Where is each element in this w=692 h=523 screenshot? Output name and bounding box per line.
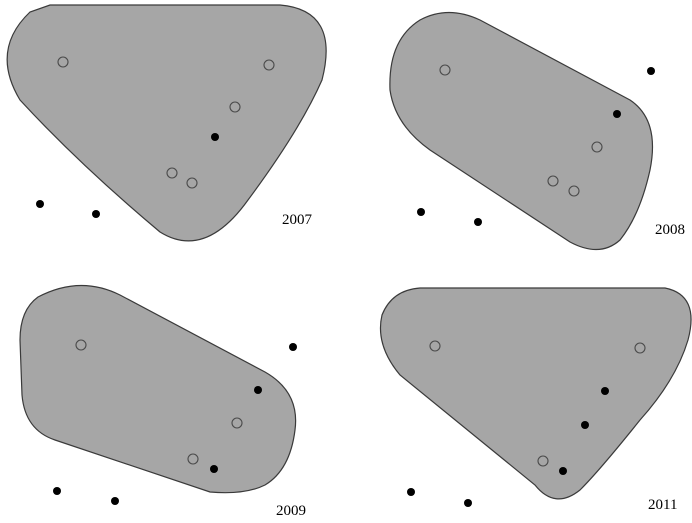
open-point (537, 455, 549, 467)
region-2011 (379, 287, 692, 500)
open-point (591, 141, 603, 153)
panel-2011: 2011 (379, 287, 692, 513)
filled-point (474, 218, 482, 226)
open-point (547, 175, 559, 187)
open-point (263, 59, 275, 71)
filled-point (613, 110, 621, 118)
open-point (439, 64, 451, 76)
filled-point (581, 421, 589, 429)
region-2008 (389, 11, 653, 251)
filled-point (601, 387, 609, 395)
filled-point (111, 497, 119, 505)
filled-point (210, 465, 218, 473)
filled-point (407, 488, 415, 496)
region-2009 (19, 284, 297, 494)
year-label-2009: 2009 (276, 503, 306, 519)
open-point (187, 453, 199, 465)
filled-point (211, 133, 219, 141)
open-point (429, 340, 441, 352)
open-point (568, 185, 580, 197)
region-2007 (6, 4, 327, 242)
open-point (75, 339, 87, 351)
open-point (166, 167, 178, 179)
open-point (231, 417, 243, 429)
filled-point (647, 67, 655, 75)
filled-point (92, 210, 100, 218)
filled-point (559, 467, 567, 475)
panel-2007: 2007 (6, 4, 327, 242)
open-point (57, 56, 69, 68)
filled-point (254, 386, 262, 394)
year-label-2007: 2007 (282, 212, 313, 228)
open-point (186, 177, 198, 189)
panel-2008: 2008 (389, 11, 685, 251)
year-label-2011: 2011 (648, 497, 677, 513)
open-point (229, 101, 241, 113)
filled-point (36, 200, 44, 208)
filled-point (464, 499, 472, 507)
panel-2009: 2009 (19, 284, 306, 519)
filled-point (417, 208, 425, 216)
filled-point (53, 487, 61, 495)
filled-point (289, 343, 297, 351)
year-label-2008: 2008 (655, 222, 685, 238)
open-point (634, 342, 646, 354)
